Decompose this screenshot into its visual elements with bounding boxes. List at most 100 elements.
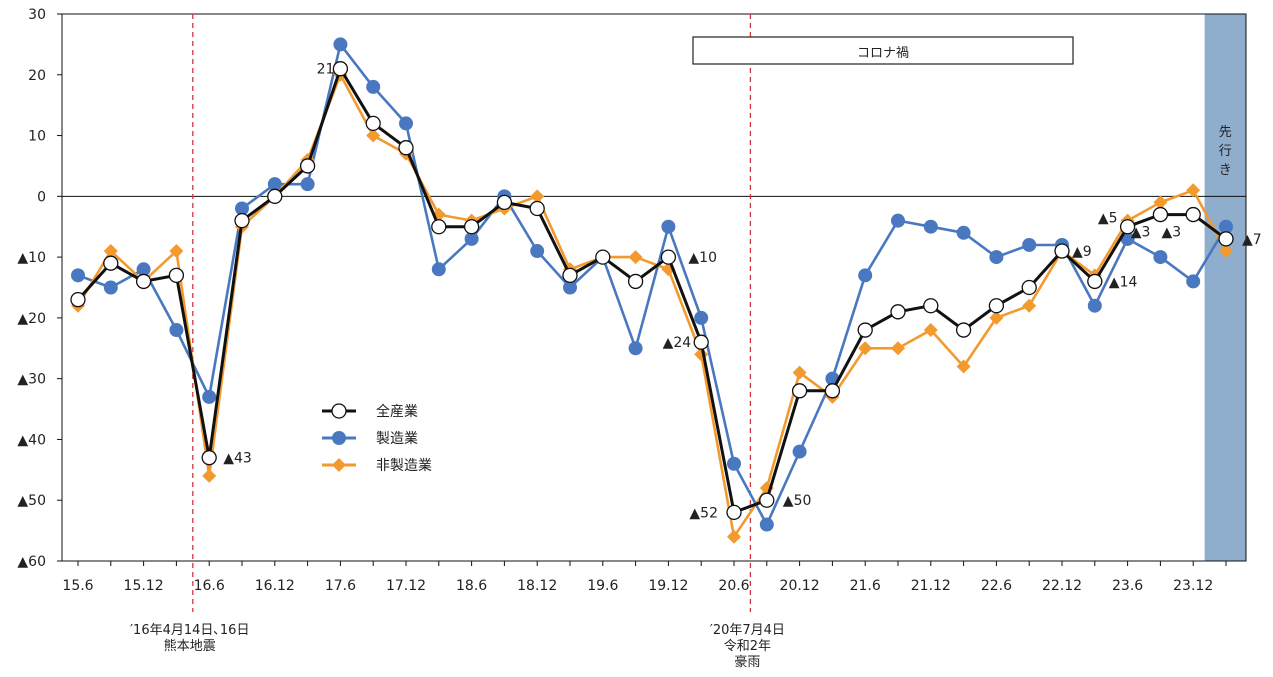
event-note-2-line: 豪雨 bbox=[734, 654, 760, 670]
data-point bbox=[103, 255, 119, 271]
legend-label: 全産業 bbox=[376, 403, 418, 420]
series-layer bbox=[70, 37, 1234, 544]
x-tick-label: 15.6 bbox=[62, 578, 93, 594]
data-point bbox=[1054, 243, 1070, 259]
legend-marker bbox=[332, 431, 346, 445]
axis-layer: 30 20 10 0 ▲10 ▲20 ▲30 ▲40 ▲50 ▲60 15.6 15.12 16.6 16… bbox=[17, 7, 1247, 594]
data-point bbox=[1022, 237, 1037, 252]
data-point bbox=[1022, 298, 1037, 313]
data-point bbox=[1219, 219, 1233, 234]
data-point bbox=[202, 389, 217, 404]
y-tick-label: ▲20 bbox=[17, 311, 46, 327]
data-point bbox=[463, 219, 480, 235]
data-point bbox=[366, 128, 381, 143]
data-labels-layer: ▲43 21 ▲10 ▲24 ▲52 ▲50 ▲9 ▲14 ▲5 ▲3 ▲3 ▲7 bbox=[223, 62, 1261, 522]
data-point bbox=[365, 115, 381, 132]
data-point bbox=[332, 61, 349, 77]
y-tick-label: 0 bbox=[37, 189, 46, 205]
data-point bbox=[759, 517, 774, 532]
legend-entry: 非製造業 bbox=[322, 458, 432, 474]
data-point bbox=[70, 292, 86, 308]
x-tick-label: 20.12 bbox=[780, 578, 820, 594]
y-tick-label: 10 bbox=[28, 129, 46, 145]
data-point bbox=[529, 200, 545, 217]
data-point bbox=[431, 219, 447, 235]
data-point bbox=[464, 231, 479, 246]
data-point bbox=[595, 249, 611, 265]
data-point bbox=[726, 504, 742, 521]
data-point bbox=[923, 323, 938, 338]
data-point bbox=[300, 177, 315, 192]
x-tick-label: 23.6 bbox=[1112, 578, 1143, 594]
series-line bbox=[76, 73, 1228, 539]
data-point bbox=[792, 444, 807, 459]
data-point bbox=[792, 365, 807, 380]
legend-entry: 全産業 bbox=[322, 403, 418, 420]
data-point bbox=[791, 383, 808, 399]
forecast-label: 先行き bbox=[1219, 125, 1232, 178]
data-label: ▲3 bbox=[1162, 225, 1182, 241]
data-point bbox=[1087, 298, 1102, 313]
data-point bbox=[234, 212, 250, 229]
data-point bbox=[235, 201, 249, 216]
data-point bbox=[661, 219, 676, 234]
data-point bbox=[1218, 231, 1234, 247]
data-label: ▲5 bbox=[1098, 211, 1118, 227]
data-point bbox=[1185, 206, 1201, 223]
data-point bbox=[989, 310, 1004, 325]
data-point bbox=[1152, 206, 1169, 223]
data-point bbox=[693, 334, 709, 350]
data-point bbox=[563, 280, 577, 295]
data-point bbox=[562, 267, 578, 283]
x-tick-label: 16.12 bbox=[255, 578, 295, 594]
data-point bbox=[1021, 279, 1037, 296]
y-tick-label: 30 bbox=[28, 7, 46, 23]
data-point bbox=[727, 456, 741, 471]
x-tick-label: 17.12 bbox=[386, 578, 426, 594]
data-point bbox=[1186, 183, 1201, 198]
data-point bbox=[202, 468, 217, 483]
data-point bbox=[694, 310, 709, 325]
y-tick-label: 20 bbox=[28, 68, 46, 84]
x-tick-label: 17.6 bbox=[325, 578, 356, 594]
forecast-band bbox=[1204, 14, 1246, 561]
data-point bbox=[530, 189, 545, 204]
data-point bbox=[1087, 273, 1103, 290]
y-tick-label: ▲50 bbox=[17, 493, 46, 509]
data-point bbox=[890, 304, 906, 320]
data-point bbox=[1153, 195, 1168, 210]
y-tick-label: ▲60 bbox=[17, 554, 46, 570]
data-point bbox=[366, 79, 381, 94]
data-point bbox=[71, 268, 85, 283]
legend-entry: 製造業 bbox=[322, 431, 418, 447]
data-label: ▲9 bbox=[1072, 244, 1092, 260]
data-label: ▲52 bbox=[689, 505, 718, 521]
event-note-2-line: ′20年7月4日 bbox=[710, 623, 785, 638]
data-point bbox=[628, 250, 643, 265]
data-label: ▲14 bbox=[1109, 274, 1138, 290]
data-point bbox=[858, 268, 873, 283]
data-point bbox=[267, 177, 282, 192]
x-tick-label: 21.12 bbox=[911, 578, 951, 594]
y-tick-label: ▲40 bbox=[17, 432, 46, 448]
x-tick-label: 19.6 bbox=[587, 578, 618, 594]
legend-marker bbox=[331, 403, 347, 419]
data-point bbox=[399, 116, 413, 131]
x-tick-label: 19.12 bbox=[648, 578, 688, 594]
data-label: ▲7 bbox=[1242, 232, 1262, 248]
x-tick-label: 23.12 bbox=[1173, 578, 1213, 594]
data-point bbox=[333, 37, 348, 52]
legend-marker bbox=[332, 458, 346, 472]
data-point bbox=[989, 250, 1004, 265]
data-label: ▲50 bbox=[783, 493, 812, 509]
data-point bbox=[627, 273, 644, 290]
data-point bbox=[824, 383, 841, 399]
event-note-1-line: 熊本地震 bbox=[164, 638, 216, 654]
data-point bbox=[431, 262, 446, 277]
event-note-2-line: 令和2年 bbox=[724, 639, 771, 654]
data-point bbox=[891, 341, 905, 356]
data-point bbox=[1119, 219, 1136, 235]
